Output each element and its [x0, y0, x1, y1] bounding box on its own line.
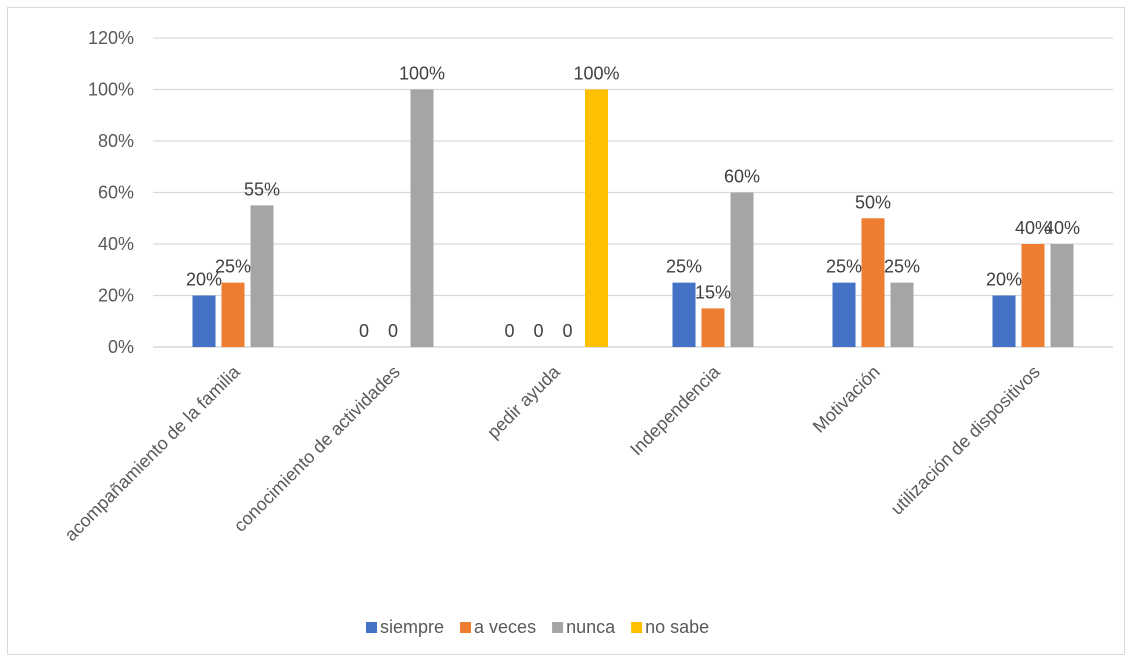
x-axis: acompañamiento de la familiaconocimiento… — [61, 361, 1044, 545]
data-label: 0 — [388, 321, 398, 341]
y-tick-label: 60% — [98, 183, 134, 203]
y-tick-label: 40% — [98, 234, 134, 254]
bars — [193, 90, 1074, 348]
data-label: 100% — [399, 64, 445, 84]
gridlines — [153, 38, 1113, 347]
x-tick-label: Motivación — [809, 362, 884, 437]
bar — [1022, 244, 1045, 347]
data-label: 40% — [1044, 218, 1080, 238]
y-tick-label: 80% — [98, 131, 134, 151]
bar — [585, 90, 608, 348]
data-label: 20% — [986, 270, 1022, 290]
data-label: 0 — [504, 321, 514, 341]
x-tick-label: conocimiento de actividades — [230, 362, 404, 536]
y-tick-label: 100% — [88, 80, 134, 100]
data-label: 25% — [884, 257, 920, 277]
y-axis: 0% 20% 40% 60% 80% 100% 120% — [88, 28, 134, 357]
bar — [731, 193, 754, 348]
data-label: 60% — [724, 167, 760, 187]
legend-label: siempre — [380, 617, 444, 637]
bar — [251, 205, 274, 347]
data-label: 25% — [215, 257, 251, 277]
bar — [222, 283, 245, 347]
data-label: 15% — [695, 282, 731, 302]
data-label: 0 — [562, 321, 572, 341]
data-label: 100% — [573, 64, 619, 84]
data-label: 55% — [244, 179, 280, 199]
bar — [673, 283, 696, 347]
legend: siempre a veces nunca no sabe — [366, 617, 709, 637]
x-tick-label: acompañamiento de la familia — [61, 361, 245, 545]
data-label: 50% — [855, 192, 891, 212]
bar — [411, 90, 434, 348]
x-tick-label: Independencia — [626, 361, 724, 459]
y-tick-label: 20% — [98, 286, 134, 306]
bar — [193, 296, 216, 348]
y-tick-label: 120% — [88, 28, 134, 48]
legend-label: nunca — [566, 617, 616, 637]
bar — [993, 296, 1016, 348]
data-label: 25% — [666, 257, 702, 277]
legend-swatch — [552, 622, 563, 633]
legend-swatch — [460, 622, 471, 633]
bar — [862, 218, 885, 347]
legend-label: no sabe — [645, 617, 709, 637]
data-label: 0 — [359, 321, 369, 341]
x-tick-label: utilización de dispositivos — [887, 362, 1044, 519]
legend-swatch — [631, 622, 642, 633]
bar — [891, 283, 914, 347]
bar — [702, 308, 725, 347]
x-tick-label: pedir ayuda — [483, 361, 564, 442]
data-label: 0 — [533, 321, 543, 341]
y-tick-label: 0% — [108, 337, 134, 357]
data-label: 25% — [826, 257, 862, 277]
bar — [833, 283, 856, 347]
bar — [1051, 244, 1074, 347]
legend-label: a veces — [474, 617, 536, 637]
legend-swatch — [366, 622, 377, 633]
